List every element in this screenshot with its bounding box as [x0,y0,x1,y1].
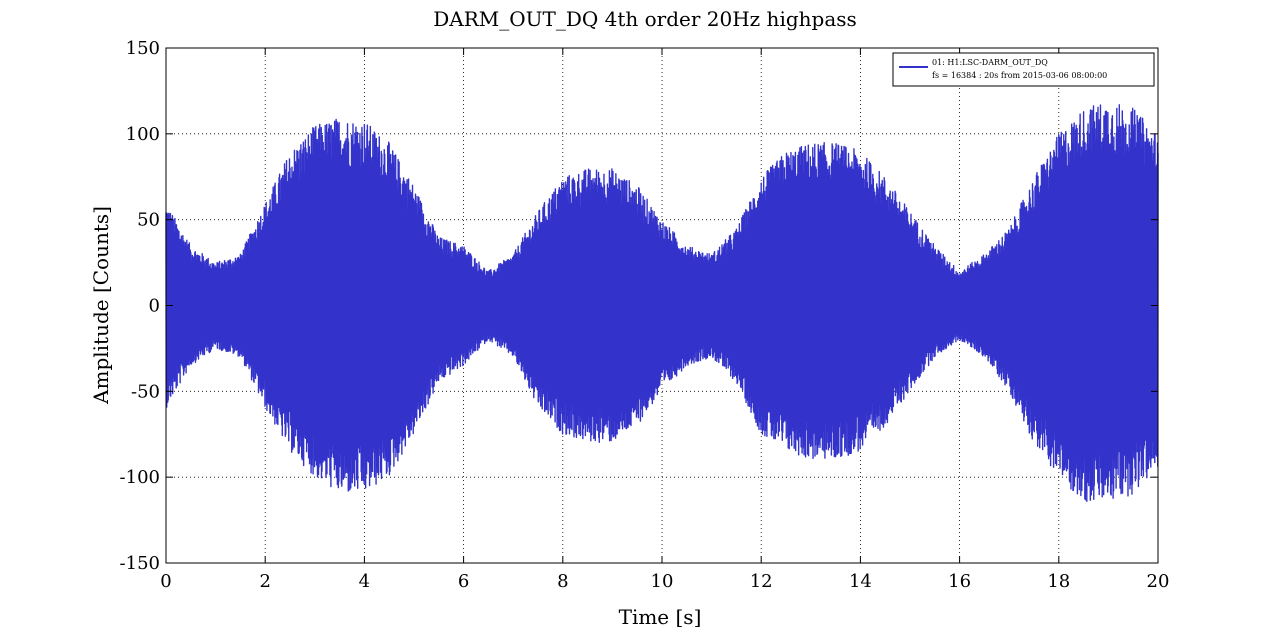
y-tick-label: 50 [137,210,160,231]
x-tick-label: 0 [160,571,171,592]
x-axis-label: Time [s] [619,605,702,629]
x-tick-label: 18 [1047,571,1070,592]
x-tick-label: 8 [557,571,568,592]
x-tick-label: 14 [849,571,872,592]
legend-series-detail: fs = 16384 : 20s from 2015-03-06 08:00:0… [932,71,1107,80]
chart-title: DARM_OUT_DQ 4th order 20Hz highpass [433,7,857,31]
series-line [165,104,1159,503]
x-tick-label: 10 [651,571,674,592]
legend-box [892,52,1155,87]
x-tick-label: 4 [359,571,370,592]
x-tick-label: 16 [948,571,971,592]
y-tick-label: 100 [126,124,160,145]
y-tick-label: 0 [149,296,160,317]
y-tick-label: -100 [120,467,160,488]
y-tick-label: -150 [120,553,160,574]
x-tick-labels: 0 2 4 6 8 10 12 14 16 18 20 [160,571,1169,592]
x-tick-label: 6 [458,571,469,592]
y-axis-label: Amplitude [Counts] [89,206,113,405]
y-tick-labels: -150 -100 -50 0 50 100 150 [120,38,160,574]
x-tick-label: 2 [259,571,270,592]
data-layer [165,104,1159,503]
ticks [165,47,1159,564]
x-tick-label: 12 [750,571,773,592]
y-tick-label: 150 [126,38,160,59]
x-tick-label: 20 [1147,571,1170,592]
y-tick-label: -50 [131,381,160,402]
legend: 01: H1:LSC-DARM_OUT_DQ fs = 16384 : 20s … [892,52,1155,87]
legend-series-name: 01: H1:LSC-DARM_OUT_DQ [932,58,1048,67]
